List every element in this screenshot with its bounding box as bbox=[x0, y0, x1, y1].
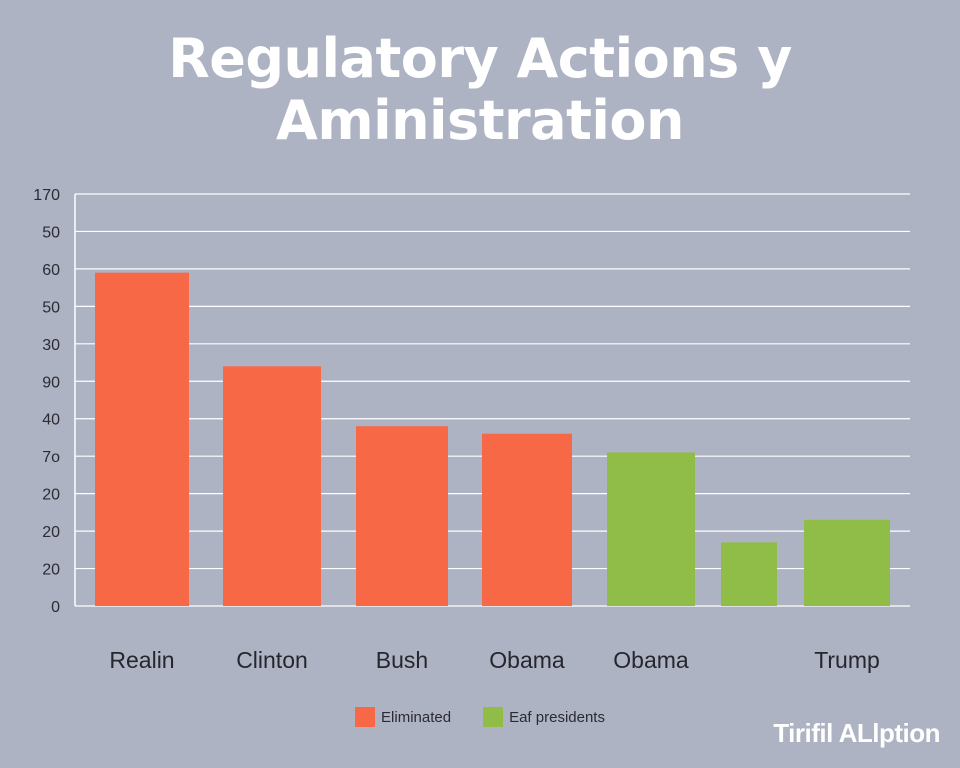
y-tick-label: 20 bbox=[42, 487, 60, 504]
legend-item-presidents: Eaf presidents bbox=[483, 707, 605, 727]
bars bbox=[95, 272, 890, 606]
bar-chart: 0 20 20 20 7o 40 90 30 50 60 50 170 Realin Clinton Bu… bbox=[33, 187, 910, 673]
legend-swatch-eliminated bbox=[355, 707, 376, 727]
x-category-label: Obama bbox=[613, 647, 689, 673]
y-tick-label: 7o bbox=[42, 449, 60, 466]
legend: Eliminated Eaf presidents bbox=[0, 707, 960, 727]
y-tick-label: 40 bbox=[42, 412, 60, 429]
x-category-label: Bush bbox=[376, 647, 428, 673]
x-category-label: Realin bbox=[109, 647, 174, 673]
bar bbox=[804, 519, 890, 606]
legend-label-presidents: Eaf presidents bbox=[509, 708, 605, 726]
y-tick-label: 30 bbox=[42, 337, 60, 354]
x-axis-labels: Realin Clinton Bush Obama Obama Trump bbox=[109, 647, 879, 673]
y-tick-label: 20 bbox=[42, 562, 60, 579]
y-tick-label: 60 bbox=[42, 262, 60, 279]
x-category-label: Obama bbox=[489, 647, 565, 673]
bar bbox=[223, 366, 321, 606]
y-tick-label: 0 bbox=[51, 599, 60, 616]
legend-swatch-presidents bbox=[483, 707, 504, 727]
y-tick-label: 20 bbox=[42, 524, 60, 541]
bar bbox=[356, 426, 448, 606]
chart-title-line-1: Regulatory Actions y bbox=[168, 27, 792, 90]
y-tick-label: 50 bbox=[42, 224, 60, 241]
chart-title: Regulatory Actions y Aministration bbox=[0, 28, 960, 152]
y-tick-label: 170 bbox=[33, 187, 60, 204]
y-axis-ticks: 0 20 20 20 7o 40 90 30 50 60 50 170 bbox=[33, 187, 60, 616]
y-tick-label: 50 bbox=[42, 299, 60, 316]
chart-title-line-2: Aministration bbox=[276, 89, 684, 152]
bar bbox=[482, 433, 572, 606]
legend-label-eliminated: Eliminated bbox=[381, 708, 452, 726]
bar bbox=[95, 272, 189, 606]
bar bbox=[721, 542, 777, 606]
x-category-label: Clinton bbox=[236, 647, 308, 673]
bar bbox=[607, 452, 695, 606]
y-tick-label: 90 bbox=[42, 374, 60, 391]
gridlines bbox=[74, 193, 910, 607]
watermark-text: Tirifil ALlption bbox=[773, 718, 940, 748]
x-category-label: Trump bbox=[814, 647, 880, 673]
legend-item-eliminated: Eliminated bbox=[355, 707, 451, 727]
